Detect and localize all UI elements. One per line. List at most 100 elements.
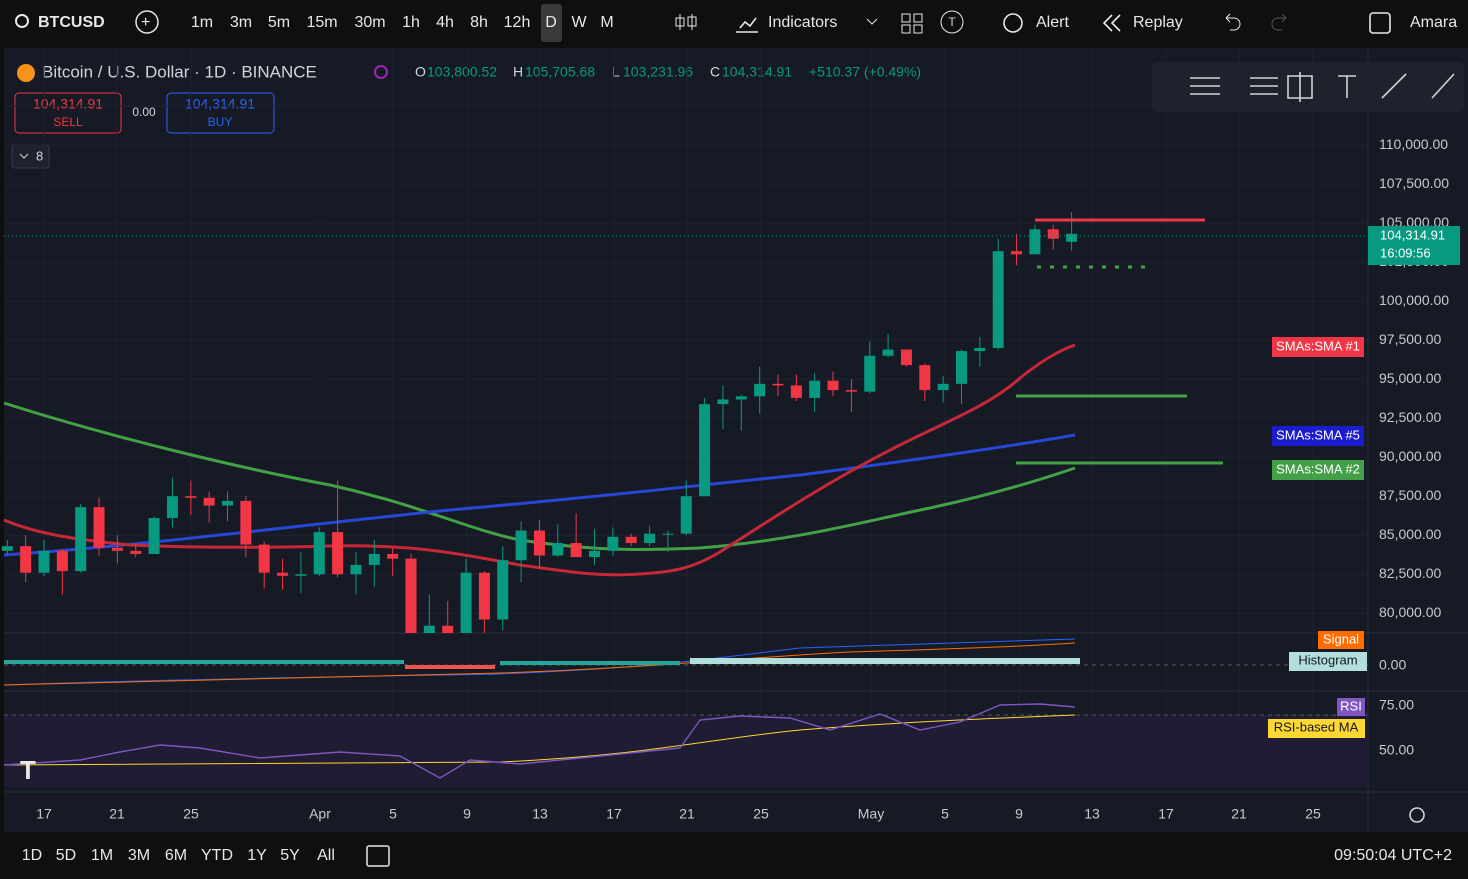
interval[interactable]: 30m bbox=[354, 14, 385, 31]
sma-2-line bbox=[3, 401, 1076, 552]
redo[interactable] bbox=[1271, 13, 1287, 31]
candle-body bbox=[662, 533, 674, 535]
buy-label: BUY bbox=[208, 115, 233, 129]
indicators-toggle[interactable] bbox=[11, 144, 50, 169]
share-icon[interactable] bbox=[374, 65, 388, 79]
candle-body bbox=[166, 496, 178, 519]
candle-body bbox=[478, 572, 490, 620]
y-tick-label: 97,500.00 bbox=[1379, 331, 1441, 347]
last-price-box bbox=[1368, 226, 1460, 265]
candle-body bbox=[423, 625, 435, 633]
replay[interactable]: Replay bbox=[1133, 14, 1183, 31]
buy-button[interactable] bbox=[166, 92, 275, 134]
sma-2-tag bbox=[1272, 460, 1364, 480]
range-button[interactable]: YTD bbox=[201, 847, 233, 864]
candle-body bbox=[148, 518, 160, 554]
interval[interactable]: W bbox=[571, 14, 587, 31]
range-button[interactable]: 1Y bbox=[247, 847, 267, 864]
account-box[interactable] bbox=[1369, 12, 1391, 34]
range-button[interactable]: 5D bbox=[56, 847, 76, 864]
signal-tag bbox=[1318, 631, 1364, 649]
range-button[interactable]: 3M bbox=[128, 847, 150, 864]
candle-body bbox=[882, 349, 894, 356]
range-button[interactable]: 1D bbox=[22, 847, 42, 864]
interval[interactable]: D bbox=[545, 14, 557, 31]
candle-body bbox=[570, 543, 582, 558]
clock[interactable]: 09:50:04 UTC+2 bbox=[1334, 847, 1452, 864]
signal-line bbox=[3, 642, 1076, 686]
candle-body bbox=[1066, 233, 1078, 242]
symbol-title: Bitcoin / U.S. Dollar · 1D · BINANCE bbox=[42, 62, 317, 81]
rsi-ma-line bbox=[3, 714, 1076, 766]
y-tick-label: 92,500.00 bbox=[1379, 409, 1441, 425]
sma-1-tag bbox=[1272, 337, 1364, 357]
x-tick-label: 13 bbox=[532, 806, 548, 822]
change: +510.37 (+0.49%) bbox=[809, 64, 921, 80]
replay-icon bbox=[1102, 14, 1121, 32]
range-button[interactable]: 1M bbox=[91, 847, 113, 864]
sell-button[interactable] bbox=[14, 92, 122, 134]
candle-body bbox=[222, 500, 233, 506]
x-tick-label: 9 bbox=[1015, 806, 1023, 822]
layouts-icon[interactable] bbox=[901, 13, 923, 34]
chevron bbox=[19, 153, 29, 159]
signal-label: Signal bbox=[1323, 631, 1359, 646]
x-tick-label: 21 bbox=[679, 806, 695, 822]
indicators-icon bbox=[736, 17, 758, 33]
candle-body bbox=[533, 530, 545, 556]
y-tick-label: 87,500.00 bbox=[1379, 487, 1441, 503]
candle-body bbox=[845, 390, 857, 392]
range-button[interactable]: 5Y bbox=[280, 847, 300, 864]
x-tick-label: May bbox=[858, 806, 884, 822]
range-button[interactable]: All bbox=[317, 847, 335, 864]
undo[interactable] bbox=[1225, 13, 1241, 31]
candle-body bbox=[130, 550, 142, 554]
chart-type-icon bbox=[675, 14, 697, 30]
interval[interactable]: 1h bbox=[402, 14, 420, 31]
y-tick-label: 80,000.00 bbox=[1379, 604, 1441, 620]
alert[interactable]: Alert bbox=[1036, 14, 1069, 31]
interval[interactable]: 12h bbox=[504, 14, 531, 31]
interval[interactable]: M bbox=[600, 14, 613, 31]
drawing-tools[interactable] bbox=[1190, 72, 1455, 102]
sma-1-label: SMAs:SMA #1 bbox=[1276, 338, 1360, 353]
date-range-icon[interactable] bbox=[366, 845, 390, 867]
histogram-label: Histogram bbox=[1298, 652, 1357, 667]
interval[interactable]: 15m bbox=[306, 14, 337, 31]
interval[interactable]: 1m bbox=[191, 14, 213, 31]
rsi-ma-label: RSI-based MA bbox=[1274, 719, 1359, 734]
alert-icon bbox=[1003, 13, 1023, 33]
candle-body bbox=[607, 536, 619, 551]
x-tick-label: 5 bbox=[389, 806, 397, 822]
search-icon[interactable] bbox=[15, 14, 29, 28]
interval[interactable]: 8h bbox=[470, 14, 488, 31]
rsi-label: RSI bbox=[1340, 698, 1362, 713]
range-button[interactable]: 6M bbox=[165, 847, 187, 864]
indicators[interactable]: Indicators bbox=[768, 14, 837, 31]
candle-body bbox=[277, 572, 289, 576]
y-tick-label: 107,500.00 bbox=[1379, 175, 1449, 191]
user-name[interactable]: Amara bbox=[1410, 14, 1457, 31]
candle-body bbox=[93, 507, 105, 548]
x-tick-label: 21 bbox=[1231, 806, 1247, 822]
settings-icon[interactable] bbox=[1409, 807, 1425, 823]
candle-body bbox=[111, 547, 123, 551]
candle-body bbox=[809, 380, 821, 398]
chevron bbox=[866, 18, 878, 25]
add-symbol[interactable] bbox=[135, 10, 159, 34]
interval[interactable]: 5m bbox=[268, 14, 290, 31]
interval[interactable]: 3m bbox=[230, 14, 252, 31]
y-tick-label: 95,000.00 bbox=[1379, 370, 1441, 386]
symbol[interactable]: BTCUSD bbox=[38, 14, 105, 31]
candle-body bbox=[864, 355, 876, 392]
candle-body bbox=[405, 558, 417, 633]
template-button[interactable] bbox=[940, 10, 964, 34]
candle-body bbox=[20, 546, 32, 573]
interval[interactable]: 4h bbox=[436, 14, 454, 31]
x-tick-label: 17 bbox=[1158, 806, 1174, 822]
x-tick-label: 5 bbox=[941, 806, 949, 822]
candle-body bbox=[368, 553, 380, 565]
rsi-band bbox=[4, 715, 1368, 787]
candle-body bbox=[313, 532, 325, 575]
drawing-toolbar bbox=[1152, 62, 1464, 112]
